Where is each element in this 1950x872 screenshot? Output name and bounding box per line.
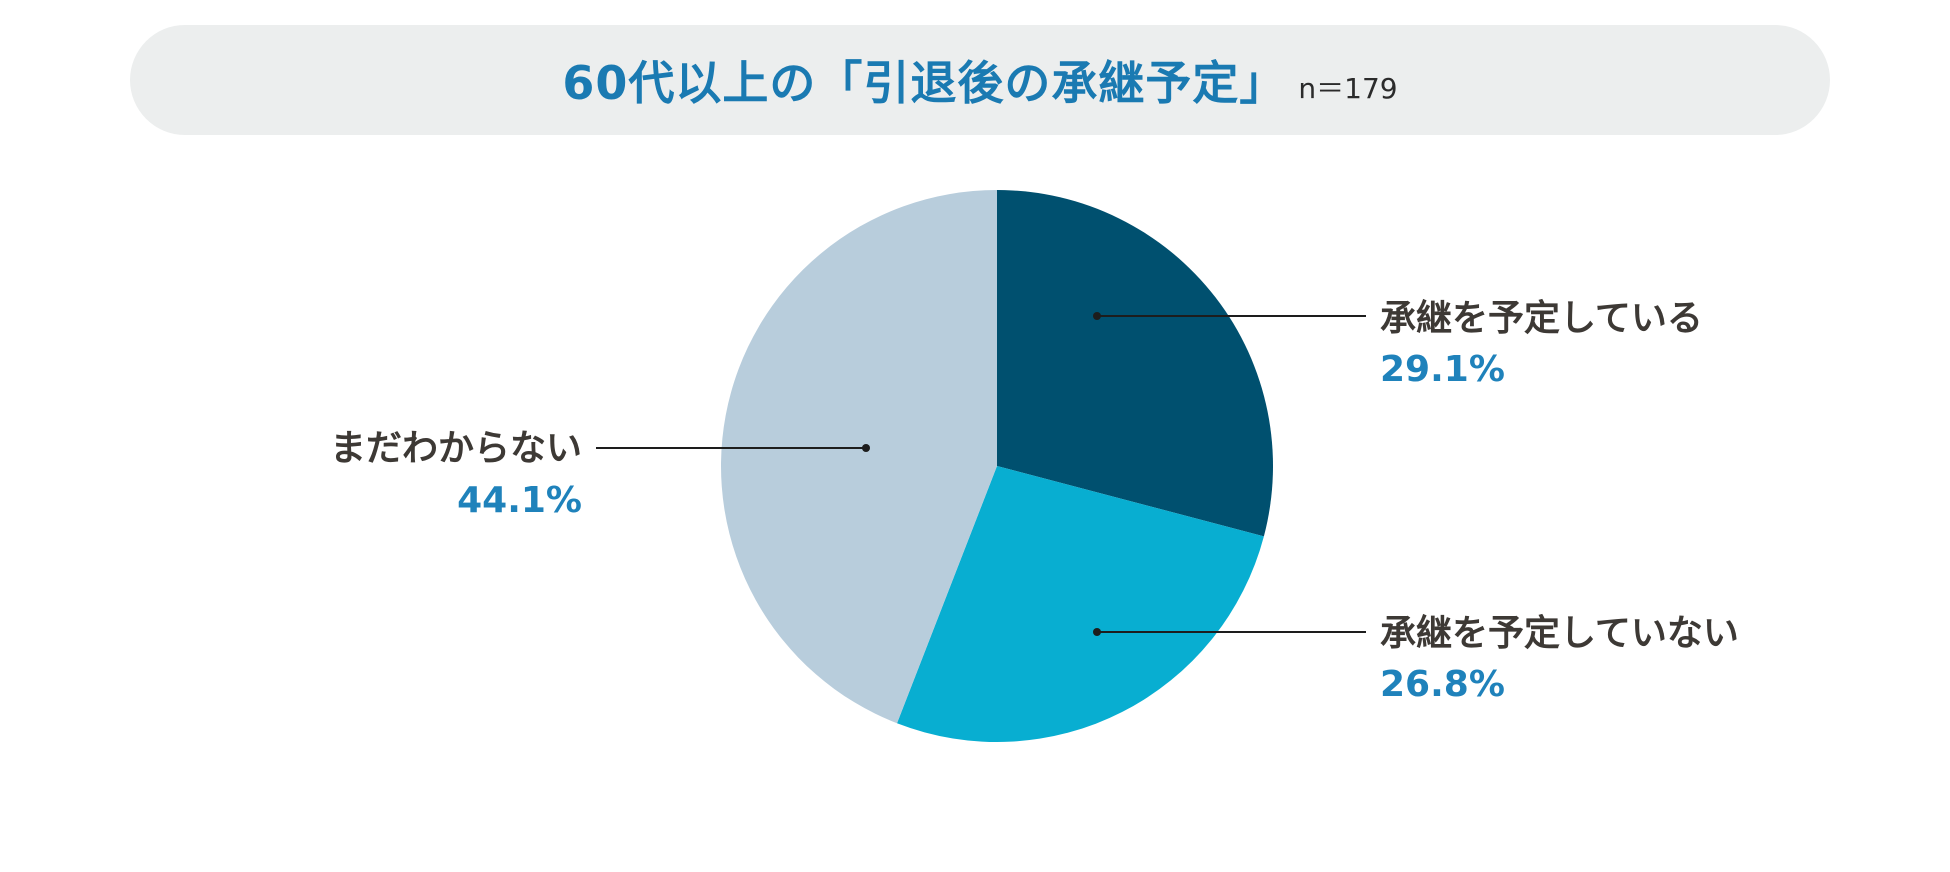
pie-slice-not-planned <box>897 466 1264 743</box>
leader-dot-not-planned <box>1093 628 1101 636</box>
sample-size: n＝179 <box>1298 72 1398 105</box>
slice-label-planned: 承継を予定している <box>1380 298 1703 339</box>
slice-value-not-planned: 26.8% <box>1380 664 1505 705</box>
pie-slice-undecided <box>721 189 997 724</box>
pie-slice-planned <box>997 190 1274 537</box>
slice-label-not-planned: 承継を予定していない <box>1380 613 1739 654</box>
leader-dot-undecided <box>862 444 870 452</box>
chart-title: 60代以上の「引退後の承継予定」 <box>562 56 1287 110</box>
slice-label-undecided: まだわからない <box>330 428 582 469</box>
leader-dot-planned <box>1093 312 1101 320</box>
slice-value-undecided: 44.1% <box>457 480 582 521</box>
slice-value-planned: 29.1% <box>1380 349 1505 390</box>
pie-slices <box>721 189 1274 743</box>
leader-lines <box>596 312 1366 636</box>
chart-title-banner: 60代以上の「引退後の承継予定」 n＝179 <box>130 25 1830 135</box>
